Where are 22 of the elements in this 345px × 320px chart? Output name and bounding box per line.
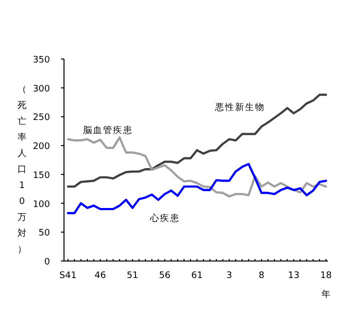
x-tick-label: 56 (159, 271, 171, 281)
y-tick-label: 250 (32, 113, 50, 124)
y-tick-label: 300 (32, 84, 50, 94)
y-tick-label: 100 (32, 200, 50, 210)
y-tick-label: 350 (32, 56, 50, 66)
y-tick-label: 50 (38, 228, 50, 239)
text: （死亡率人口10万対） (18, 85, 26, 255)
x-tick-label: 8 (258, 271, 265, 281)
series-label: 心疾患 (149, 213, 180, 224)
x-tick-label: 13 (288, 271, 300, 281)
x-tick-label: S41 (59, 271, 77, 281)
series-label: 悪性新生物 (214, 102, 265, 113)
x-tick-label: 61 (191, 271, 203, 281)
y-tick-label: 200 (32, 142, 50, 152)
x-axis-title: 年 (322, 289, 330, 300)
x-tick-label: 51 (126, 271, 138, 281)
series-label: 脳血管疾患 (83, 125, 133, 136)
x-tick-label: 46 (94, 271, 106, 281)
x-tick-label: 3 (226, 271, 232, 281)
x-tick-label: 18 (320, 271, 332, 281)
y-tick-label: 0 (44, 258, 50, 268)
y-tick-label: 150 (32, 170, 50, 181)
